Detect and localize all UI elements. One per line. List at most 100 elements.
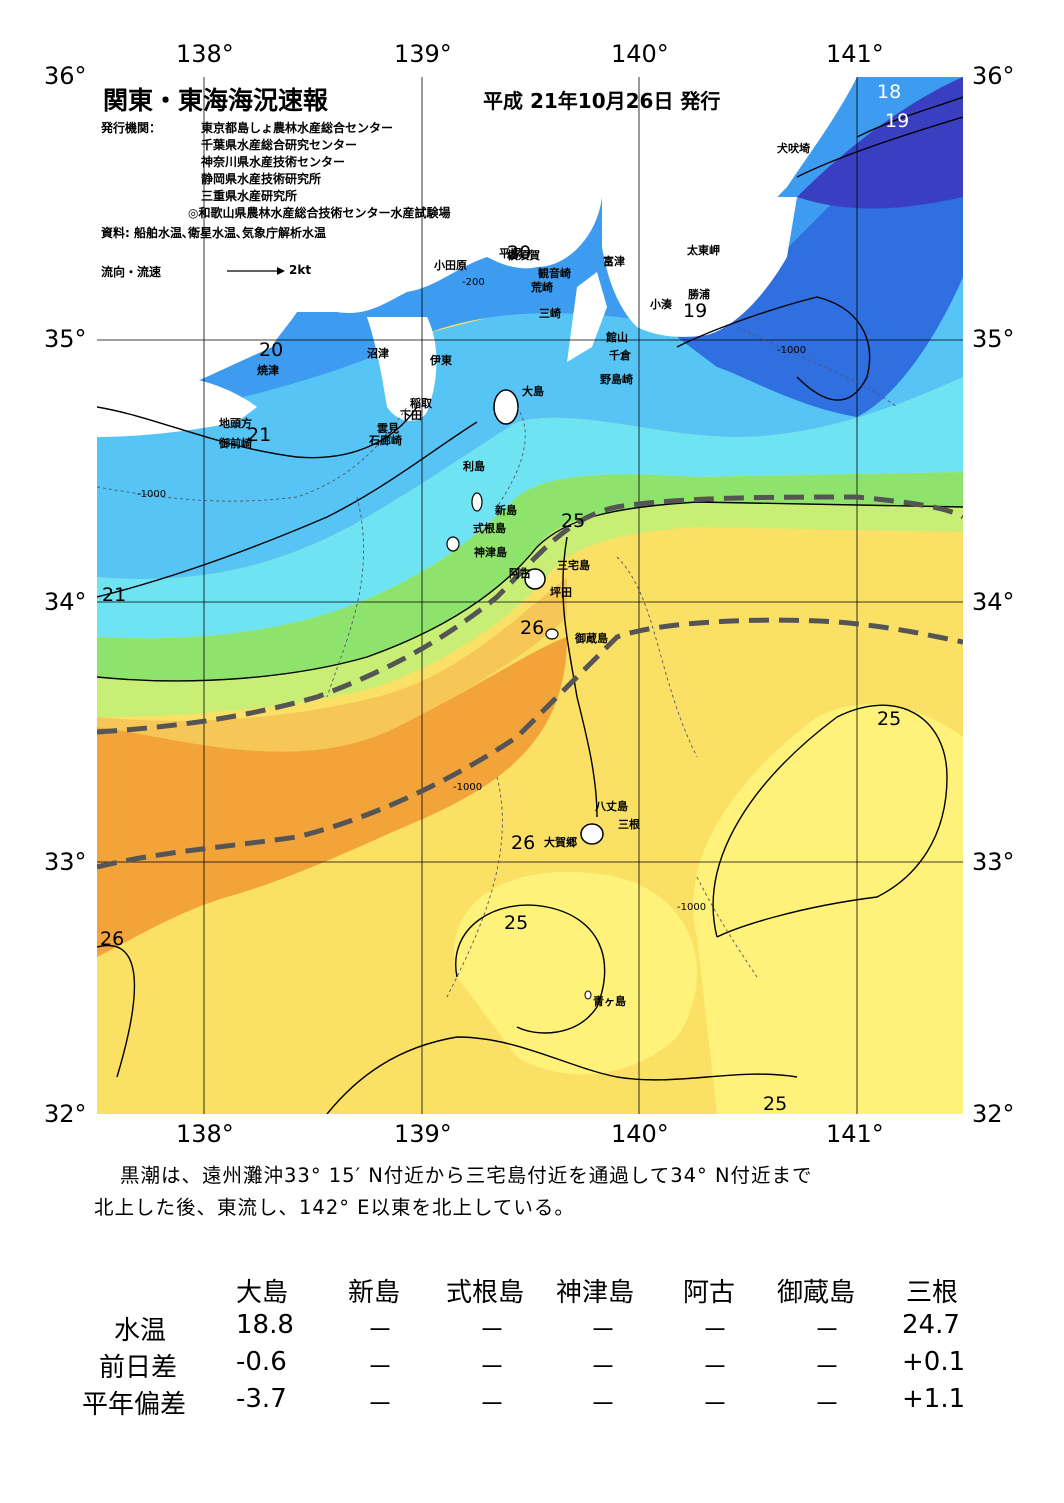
lat-label-33-left: 33° bbox=[44, 848, 87, 876]
place-irozaki: 石廊崎 bbox=[369, 434, 402, 447]
place-nojimazaki: 野島崎 bbox=[600, 373, 633, 386]
column-ako: 阿古 bbox=[683, 1278, 736, 1308]
issue-date: 平成 21年10月26日 発行 bbox=[483, 89, 721, 113]
cell-temp-oshima: 18.8 bbox=[236, 1310, 294, 1340]
lat-label-33-right: 33° bbox=[972, 848, 1015, 876]
cell-anom-niijima: － bbox=[367, 1390, 394, 1420]
place-yokosuka: 横須賀 bbox=[507, 249, 540, 262]
isotherm-label-19-boso: 19 bbox=[683, 300, 708, 322]
map-title: 関東・東海海況速報 bbox=[103, 86, 329, 115]
issuer-agency-4: 静岡県水産技術研究所 bbox=[201, 172, 322, 186]
kuroshio-axis-south bbox=[97, 617, 963, 870]
isotherm-label-26-west: 26 bbox=[100, 928, 125, 950]
cell-anom-shikinejima: － bbox=[479, 1390, 506, 1420]
isotherm-label-21-west: 21 bbox=[102, 584, 127, 606]
place-numazu: 沼津 bbox=[367, 347, 389, 360]
issuer-label: 発行機関： bbox=[101, 121, 162, 135]
place-kannonzaki: 観音崎 bbox=[538, 267, 571, 280]
land-izu bbox=[367, 317, 437, 422]
isotherm-label-20-sagami: 20 bbox=[507, 242, 532, 264]
band-orange-light bbox=[97, 577, 567, 752]
place-odawara: 小田原 bbox=[434, 259, 467, 272]
place-hachijojima: 八丈島 bbox=[595, 800, 628, 813]
current-legend-speed: 2kt bbox=[289, 263, 312, 277]
lon-label-141-bottom: 141° bbox=[826, 1120, 884, 1148]
land-miura bbox=[567, 272, 607, 362]
cell-diff-oshima: -0.6 bbox=[236, 1347, 287, 1377]
lat-label-32-right: 32° bbox=[972, 1100, 1015, 1128]
land-enshu bbox=[97, 373, 257, 437]
place-ako: 阿古 bbox=[509, 567, 531, 580]
depth-label-1000-d: -1000 bbox=[677, 902, 707, 913]
place-kominato: 小湊 bbox=[650, 298, 672, 311]
lon-label-138: 138° bbox=[176, 40, 234, 68]
isotherm-label-19-north: 19 bbox=[885, 110, 910, 132]
cell-diff-shikinejima: － bbox=[479, 1353, 506, 1383]
depth-contours bbox=[97, 326, 898, 998]
place-hirazuka: 平塚 bbox=[499, 247, 521, 260]
depth-label-1000-c: -1000 bbox=[453, 782, 483, 793]
isotherm-label-25-miyake: 25 bbox=[561, 510, 586, 532]
cell-diff-kozushima: － bbox=[590, 1353, 617, 1383]
place-yaizu: 焼津 bbox=[257, 364, 279, 377]
place-niijima: 新島 bbox=[495, 504, 517, 517]
place-taitomisaki: 太東岬 bbox=[687, 244, 720, 257]
place-chikura: 千倉 bbox=[609, 349, 631, 362]
column-kozushima: 神津島 bbox=[556, 1278, 635, 1308]
place-kumomi: 雲見 bbox=[377, 422, 399, 435]
lon-label-140: 140° bbox=[611, 40, 669, 68]
place-arasaki: 荒崎 bbox=[531, 281, 553, 294]
isotherm-label-25-east: 25 bbox=[877, 708, 902, 730]
place-omaezaki: 御前崎 bbox=[219, 437, 252, 450]
description-line-1: 黒潮は、遠州灘沖33° 15′ N付近から三宅島付近を通過して34° N付近まで bbox=[120, 1164, 813, 1187]
place-oshima: 大島 bbox=[522, 385, 544, 398]
island-oshima bbox=[493, 389, 519, 425]
island-kozushima bbox=[446, 536, 460, 552]
cell-temp-mitsune: 24.7 bbox=[902, 1310, 960, 1340]
lat-label-35-right: 35° bbox=[972, 325, 1015, 353]
depth-label-200-a: -200 bbox=[462, 277, 485, 288]
cell-temp-niijima: － bbox=[367, 1316, 394, 1346]
column-shikinejima: 式根島 bbox=[446, 1278, 525, 1308]
depth-label-1000-a: -1000 bbox=[137, 489, 167, 500]
sea-temperature-map: 関東・東海海況速報 平成 21年10月26日 発行 発行機関： 東京都島しょ農林… bbox=[97, 77, 963, 1114]
kuroshio-axis bbox=[97, 494, 963, 870]
lat-label-32-left: 32° bbox=[44, 1100, 87, 1128]
place-inubosaki: 犬吠埼 bbox=[777, 142, 810, 155]
lat-label-34-right: 34° bbox=[972, 588, 1015, 616]
island-mikurajima bbox=[545, 628, 559, 640]
band-lime bbox=[97, 502, 963, 717]
isotherm-label-21-omaezaki: 21 bbox=[247, 424, 272, 446]
map-svg bbox=[97, 77, 963, 1114]
place-kozushima: 神津島 bbox=[474, 546, 507, 559]
issuer-agency-6: ◎和歌山県農林水産総合技術センター水産試験場 bbox=[188, 206, 451, 220]
cell-diff-ako: － bbox=[702, 1353, 729, 1383]
place-toshima: 利島 bbox=[463, 460, 485, 473]
island-miyakejima bbox=[524, 568, 546, 590]
lon-label-139: 139° bbox=[394, 40, 452, 68]
isotherm-label-18: 18 bbox=[877, 81, 902, 103]
column-mitsune: 三根 bbox=[906, 1278, 959, 1308]
cell-anom-kozushima: － bbox=[590, 1390, 617, 1420]
band-orange bbox=[97, 637, 567, 957]
isotherm-label-20-suruga: 20 bbox=[259, 339, 284, 361]
place-aogashima: 青ヶ島 bbox=[593, 995, 626, 1008]
isotherm-label-26-hachijo: 26 bbox=[511, 832, 536, 854]
current-scale-arrowhead bbox=[277, 267, 285, 275]
lat-label-35-left: 35° bbox=[44, 325, 87, 353]
isotherm-label-25-south: 25 bbox=[763, 1093, 788, 1114]
place-ito: 伊東 bbox=[430, 354, 452, 367]
description-line-2: 北上した後、東流し、142° E以東を北上している。 bbox=[94, 1196, 575, 1219]
band-light-yellow-east bbox=[693, 704, 963, 1114]
place-mikurajima: 御蔵島 bbox=[575, 632, 608, 645]
cell-anom-mitsune: +1.1 bbox=[902, 1384, 966, 1414]
island-aogashima bbox=[584, 990, 592, 1000]
cell-anom-ako: － bbox=[702, 1390, 729, 1420]
kuroshio-axis-north bbox=[97, 494, 963, 735]
isotherm-label-25-aogashima: 25 bbox=[504, 912, 529, 934]
isotherms bbox=[97, 96, 963, 1114]
cell-temp-mikurajima: － bbox=[814, 1316, 841, 1346]
row-label-daily-diff: 前日差 bbox=[99, 1353, 178, 1383]
cell-diff-mitsune: +0.1 bbox=[902, 1347, 966, 1377]
graticule bbox=[97, 77, 963, 1114]
